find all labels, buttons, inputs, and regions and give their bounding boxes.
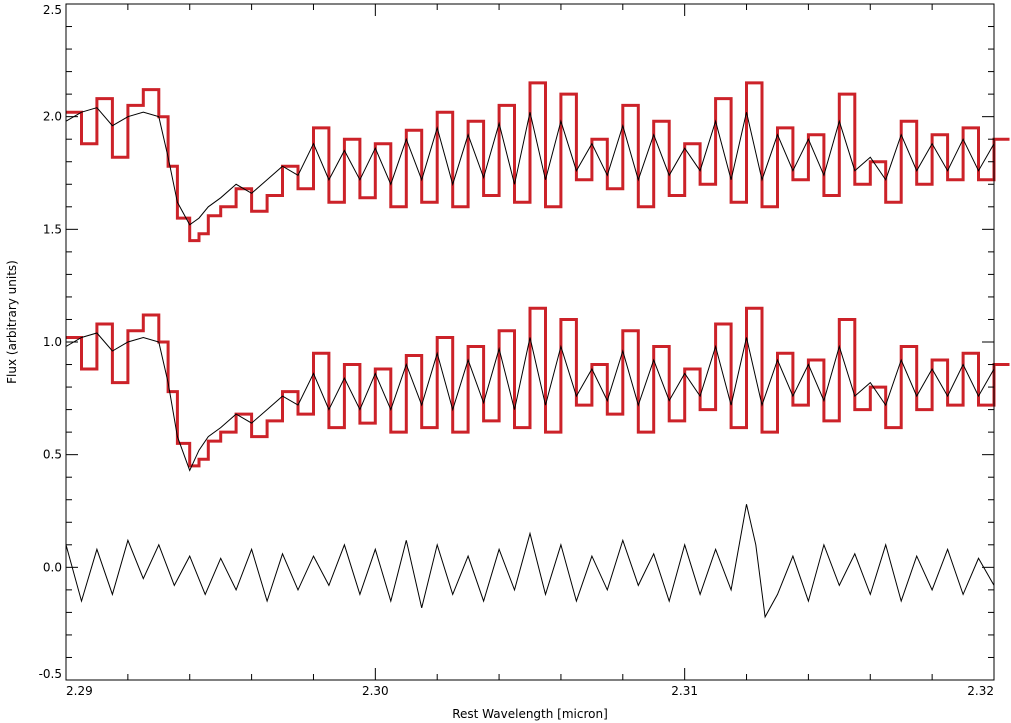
- y-tick-label: 2.0: [43, 110, 62, 124]
- tick-labels: 2.29 2.30 2.31 2.32 -0.5 0.0 0.5 1.0 1.5 2.0 2.5: [39, 3, 994, 698]
- series-line-3: [66, 306, 1010, 468]
- x-tick-label: 2.32: [967, 684, 994, 698]
- y-tick-label: 1.5: [43, 222, 62, 236]
- ticks-layer: [65, 3, 995, 681]
- y-tick-label: -0.5: [39, 667, 62, 681]
- y-tick-label: 0.0: [43, 560, 62, 574]
- series-line-2: [65, 107, 995, 226]
- series-layer: [65, 81, 1010, 619]
- series-line-1: [66, 81, 1010, 243]
- x-tick-label: 2.29: [66, 684, 93, 698]
- series-line-5: [65, 504, 995, 619]
- y-tick-label: 1.0: [43, 335, 62, 349]
- x-tick-label: 2.31: [671, 684, 698, 698]
- series-line-4: [65, 332, 995, 472]
- x-tick-label: 2.30: [362, 684, 389, 698]
- y-axis-label: Flux (arbitrary units): [5, 260, 19, 384]
- y-tick-label: 2.5: [43, 3, 62, 17]
- y-tick-label: 0.5: [43, 448, 62, 462]
- x-axis-label: Rest Wavelength [micron]: [452, 707, 608, 721]
